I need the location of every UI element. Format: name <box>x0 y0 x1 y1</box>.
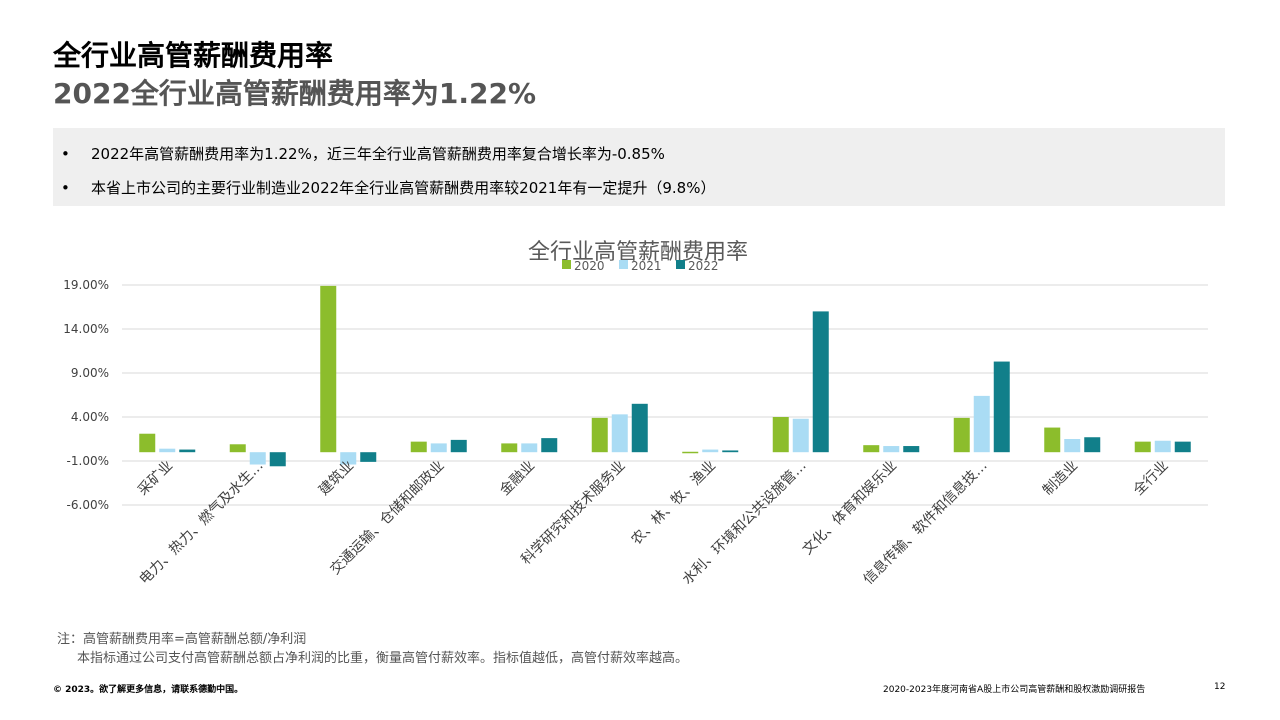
bar-2022 <box>722 450 739 453</box>
summary-bullet-2: • 本省上市公司的主要行业制造业2022年全行业高管薪酬费用率较2021年有一定提… <box>61 177 715 198</box>
bullet-dot-icon: • <box>61 179 70 197</box>
bar-2020 <box>953 417 970 453</box>
bar-2021 <box>611 414 628 453</box>
bar-2021 <box>883 446 900 453</box>
bar-2020 <box>772 417 789 453</box>
bar-2021 <box>521 443 538 453</box>
summary-bullet-text: 本省上市公司的主要行业制造业2022年全行业高管薪酬费用率较2021年有一定提升… <box>91 179 716 197</box>
bar-2021 <box>249 452 266 465</box>
y-tick-label: 9.00% <box>71 366 109 380</box>
bar-2022 <box>903 446 920 453</box>
bar-2021 <box>792 418 809 453</box>
x-category-label: 制造业 <box>1040 458 1081 499</box>
x-category-label: 农、林、牧、渔业 <box>629 458 720 549</box>
y-tick-label: 19.00% <box>63 278 109 292</box>
bar-2021 <box>1154 440 1171 453</box>
note-explanation: 本指标通过公司支付高管薪酬总额占净利润的比重，衡量高管付薪效率。指标值越低，高管… <box>77 651 689 666</box>
bar-2022 <box>993 361 1010 453</box>
bar-2020 <box>682 451 699 454</box>
bar-2022 <box>1174 441 1191 453</box>
bar-2021 <box>430 443 447 453</box>
x-category-label: 建筑业 <box>316 458 357 499</box>
legend-swatch-2020 <box>562 260 571 269</box>
legend-label-2021: 2021 <box>631 259 662 273</box>
bar-2021 <box>702 449 719 453</box>
bar-2021 <box>159 448 176 453</box>
legend-label-2020: 2020 <box>574 259 605 273</box>
y-tick-label: -1.00% <box>67 454 109 468</box>
summary-bullet-1: • 2022年高管薪酬费用率为1.22%，近三年全行业高管薪酬费用率复合增长率为-… <box>61 143 665 164</box>
bar-2021 <box>973 395 990 453</box>
bar-2022 <box>360 452 377 462</box>
x-category-label: 采矿业 <box>135 458 176 499</box>
legend-swatch-2021 <box>619 260 628 269</box>
bar-2020 <box>1044 427 1061 453</box>
bar-2021 <box>1064 439 1081 453</box>
bar-2020 <box>591 417 608 453</box>
chart-note: 注：高管薪酬费用率=高管薪酬总额/净利润 本指标通过公司支付高管薪酬总额占净利润… <box>57 630 688 668</box>
x-category-label: 全行业 <box>1130 457 1172 499</box>
x-category-label: 科学研究和技术服务业 <box>518 458 628 568</box>
bar-2022 <box>269 452 286 467</box>
legend-label-2022: 2022 <box>688 259 719 273</box>
bar-2022 <box>812 311 829 453</box>
page-subtitle: 2022全行业高管薪酬费用率为1.22% <box>53 77 537 110</box>
footer-report-title: 2020-2023年度河南省A股上市公司高管薪酬和股权激励调研报告 <box>883 685 1146 695</box>
x-category-label: 金融业 <box>497 458 538 499</box>
bar-2020 <box>863 445 880 453</box>
y-tick-label: 4.00% <box>71 410 109 424</box>
bar-2022 <box>450 439 467 453</box>
bar-2022 <box>631 403 648 453</box>
bar-2020 <box>1134 441 1151 453</box>
bar-2022 <box>541 438 558 453</box>
bullet-dot-icon: • <box>61 145 70 163</box>
bar-2022 <box>179 449 196 453</box>
bar-2020 <box>139 433 156 453</box>
bar-2020 <box>229 444 246 453</box>
summary-bullet-text: 2022年高管薪酬费用率为1.22%，近三年全行业高管薪酬费用率复合增长率为-0… <box>91 145 665 163</box>
legend-swatch-2022 <box>676 260 685 269</box>
bar-2020 <box>320 285 337 453</box>
y-tick-label: -6.00% <box>67 498 109 512</box>
page-number: 12 <box>1214 682 1226 692</box>
page-title: 全行业高管薪酬费用率 <box>53 39 334 72</box>
bar-2020 <box>410 441 427 453</box>
bar-2021 <box>340 452 357 465</box>
bar-2022 <box>1084 437 1101 453</box>
y-tick-label: 14.00% <box>63 322 109 336</box>
note-formula: 注：高管薪酬费用率=高管薪酬总额/净利润 <box>57 632 307 647</box>
footer-copyright: © 2023。欲了解更多信息，请联系德勤中国。 <box>53 685 244 695</box>
bar-2020 <box>501 443 518 453</box>
summary-box: • 2022年高管薪酬费用率为1.22%，近三年全行业高管薪酬费用率复合增长率为-… <box>53 128 1225 206</box>
x-category-label: 文化、体育和娱乐业 <box>800 458 900 558</box>
